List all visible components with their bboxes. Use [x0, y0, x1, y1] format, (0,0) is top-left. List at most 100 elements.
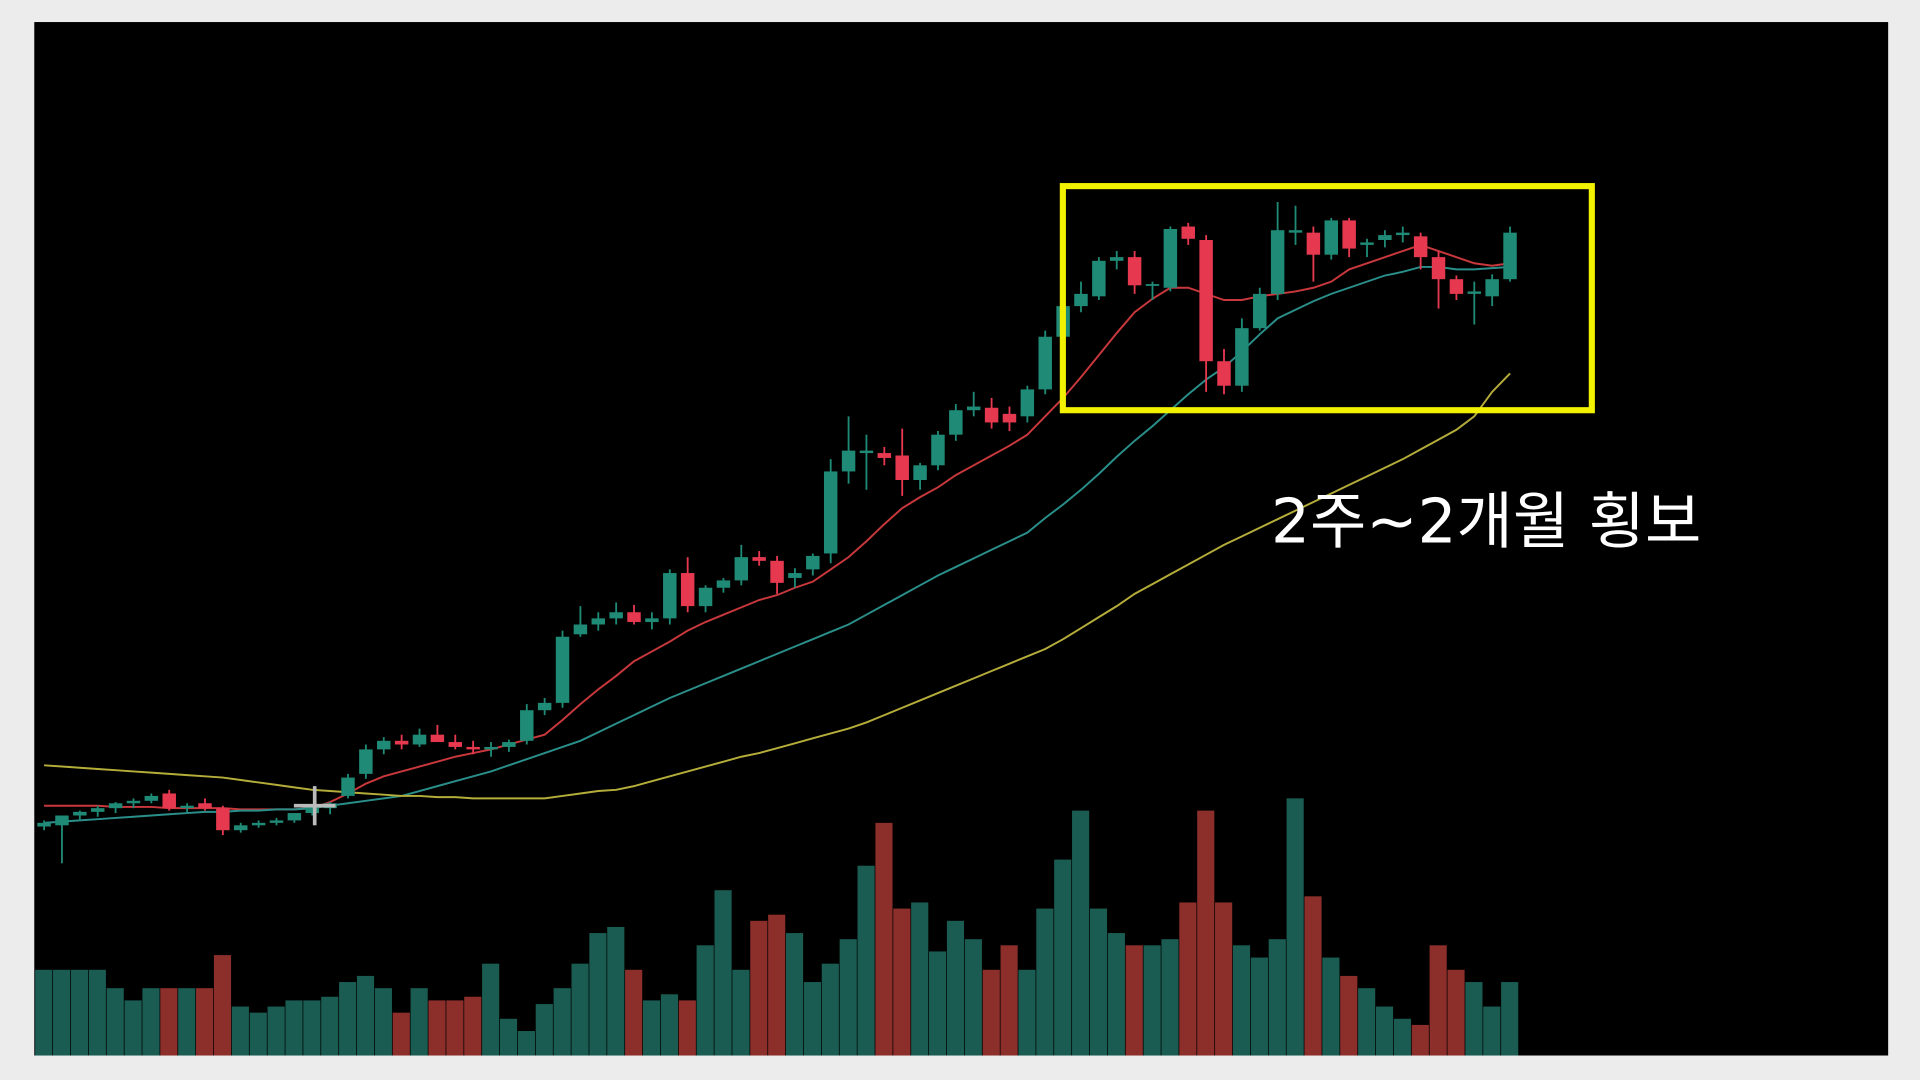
volume-bar	[1000, 945, 1018, 1056]
candle-body	[1431, 257, 1446, 280]
volume-bar	[517, 1031, 535, 1056]
candle-body	[1467, 291, 1482, 294]
volume-bar	[1232, 945, 1251, 1056]
candle-body	[1253, 293, 1267, 329]
volume-bar	[70, 969, 89, 1056]
volume-bar	[446, 1000, 464, 1056]
candle-body	[198, 803, 212, 809]
volume-bar	[1250, 957, 1268, 1056]
candle-body	[341, 777, 355, 796]
candle-body	[1038, 336, 1052, 390]
volume-bar	[875, 822, 893, 1056]
volume-bar	[196, 988, 214, 1056]
volume-bar	[1393, 1018, 1411, 1056]
candle-body	[1092, 260, 1106, 297]
candle-body	[234, 825, 248, 831]
candle-body	[144, 795, 159, 801]
candle-body	[1342, 220, 1356, 249]
volume-bar	[607, 926, 625, 1056]
volume-bar	[1161, 939, 1179, 1056]
candle-body	[108, 803, 123, 809]
volume-bar	[35, 969, 53, 1056]
candle-body	[305, 805, 319, 814]
candle-body	[949, 410, 963, 435]
volume-bar	[893, 908, 911, 1056]
volume-bar	[1304, 896, 1322, 1056]
volume-bar	[553, 988, 571, 1056]
candle-body	[520, 710, 534, 741]
candle-body	[1110, 257, 1124, 261]
volume-bar	[1268, 939, 1286, 1056]
candle-body	[251, 822, 266, 826]
candle-body	[73, 811, 87, 816]
volume-bar	[1447, 969, 1465, 1056]
volume-bar	[732, 969, 750, 1056]
candle-body	[788, 573, 802, 578]
candle-body	[1485, 279, 1499, 297]
candle-body	[609, 612, 623, 619]
moving-average-line	[44, 265, 1511, 824]
candle-body	[537, 702, 552, 711]
volume-bar	[1358, 988, 1376, 1056]
candle-body	[90, 808, 105, 812]
candle-body	[823, 471, 838, 554]
volume-bar	[88, 969, 106, 1056]
volume-bar	[911, 902, 929, 1056]
candle-body	[591, 618, 606, 625]
candle-body	[216, 808, 230, 831]
cursor	[293, 786, 336, 826]
candle-body	[931, 434, 945, 466]
volume-bar	[678, 1000, 696, 1056]
volume-bar	[160, 988, 178, 1056]
volume-bar	[410, 988, 428, 1056]
volume-bar	[535, 1004, 553, 1056]
volume-bar	[1322, 957, 1340, 1056]
candle-body	[966, 406, 981, 411]
volume-bar	[482, 963, 500, 1056]
candle-body	[627, 612, 641, 623]
candle-body	[466, 746, 480, 750]
candle-body	[484, 746, 498, 750]
candle-body	[913, 465, 927, 480]
candle-body	[394, 740, 409, 745]
volume-bar	[1286, 798, 1304, 1056]
candle-body	[734, 557, 749, 581]
candle-body	[359, 749, 373, 774]
volume-bar	[1018, 969, 1036, 1056]
volume-bar	[392, 1012, 410, 1056]
candle-body	[1449, 279, 1464, 294]
volume-bar	[267, 1006, 285, 1056]
volume-bar	[1179, 902, 1197, 1056]
volume-bar	[589, 933, 607, 1056]
volume-bar	[714, 890, 732, 1056]
volume-bar	[106, 988, 124, 1056]
candle-body	[377, 740, 391, 750]
candle-body	[716, 580, 731, 588]
highlight-box	[1059, 183, 1595, 414]
moving-average-line	[44, 372, 1511, 800]
volume-bar	[982, 969, 1000, 1056]
candle-body	[430, 734, 445, 743]
volume-bar	[786, 933, 804, 1056]
volume-bar	[356, 975, 375, 1056]
volume-bar	[499, 1018, 518, 1056]
volume-bar	[929, 951, 947, 1056]
candle-body	[126, 800, 141, 804]
candle-body	[1181, 226, 1195, 239]
volume-bar	[839, 939, 857, 1056]
volume-bar	[249, 1012, 267, 1056]
candle-body	[895, 455, 909, 480]
candle-body	[1235, 328, 1249, 386]
candle-body	[663, 573, 677, 619]
candle-body	[770, 560, 784, 583]
candle-body	[269, 820, 284, 823]
volume-bar	[625, 969, 643, 1056]
volume-bar	[1411, 1024, 1429, 1056]
volume-bar	[1125, 945, 1143, 1056]
candle-body	[1503, 232, 1517, 280]
candle-body	[752, 557, 766, 561]
volume-bar	[303, 1000, 321, 1056]
volume-bar	[642, 1000, 661, 1056]
volume-bar	[142, 988, 160, 1056]
